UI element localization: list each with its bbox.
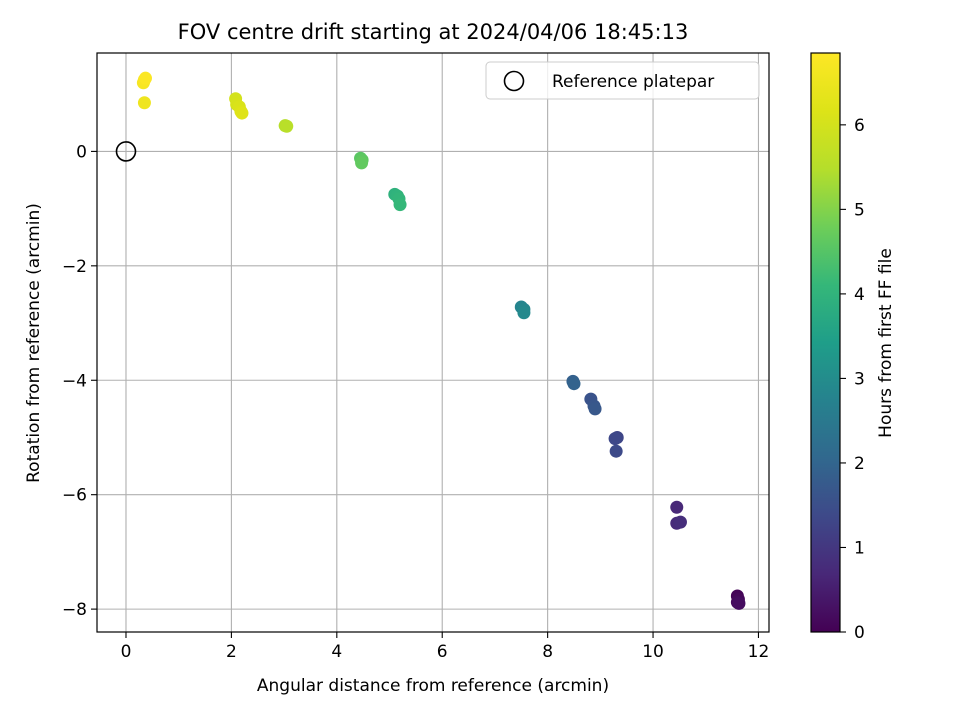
x-tick-label: 8 [542, 642, 553, 662]
data-point [355, 156, 369, 170]
x-tick-label: 6 [437, 642, 448, 662]
data-point [137, 96, 151, 110]
x-axis-label: Angular distance from reference (arcmin) [257, 676, 609, 696]
colorbar-tick-label: 6 [854, 116, 865, 136]
colorbar-tick-label: 1 [854, 538, 865, 558]
y-tick-label: −6 [62, 486, 87, 506]
plot-frame [96, 52, 770, 633]
y-axis-label: Rotation from reference (arcmin) [24, 203, 44, 483]
data-point [609, 444, 623, 458]
colorbar-label: Hours from first FF file [876, 248, 896, 438]
y-tick-label: −4 [62, 371, 87, 391]
x-tick-label: 12 [748, 642, 770, 662]
legend: Reference platepar [485, 61, 760, 100]
colorbar-tick-label: 3 [854, 369, 865, 389]
legend-box [485, 61, 760, 100]
y-tick-label: 0 [76, 142, 87, 162]
data-point [608, 432, 622, 446]
data-point [280, 119, 294, 133]
x-axis-ticks: 0 2 4 6 8 10 12 [121, 632, 770, 662]
colorbar-tick-label: 4 [854, 285, 865, 305]
x-tick-label: 2 [226, 642, 237, 662]
data-point [517, 306, 531, 320]
data-point [235, 106, 249, 120]
y-tick-label: −2 [62, 257, 87, 277]
data-point [567, 377, 581, 391]
legend-entry-reference-platepar: Reference platepar [552, 72, 714, 92]
legend-marker-icon [503, 70, 525, 92]
data-points [136, 71, 746, 610]
colorbar-tick-label: 0 [854, 623, 865, 643]
colorbar-tick-label: 2 [854, 454, 865, 474]
data-point [588, 402, 602, 416]
colorbar-ticks: 0 1 2 3 4 5 6 [840, 116, 865, 643]
x-tick-label: 4 [331, 642, 342, 662]
data-point [732, 596, 746, 610]
chart-title: FOV centre drift starting at 2024/04/06 … [178, 20, 689, 44]
data-point [138, 71, 152, 85]
reference-platepar-marker [115, 141, 137, 162]
colorbar-tick-label: 5 [854, 200, 865, 220]
colorbar-gradient [810, 52, 841, 633]
y-tick-label: −8 [62, 600, 87, 620]
y-axis-ticks: 0 −2 −4 −6 −8 [62, 142, 97, 620]
data-point [670, 500, 684, 514]
x-tick-label: 0 [121, 642, 132, 662]
colorbar: 0 1 2 3 4 5 6 Hours from first FF file [810, 52, 896, 643]
x-tick-label: 10 [642, 642, 664, 662]
data-point [393, 198, 407, 212]
data-point [673, 515, 687, 529]
grid-lines [97, 53, 769, 632]
